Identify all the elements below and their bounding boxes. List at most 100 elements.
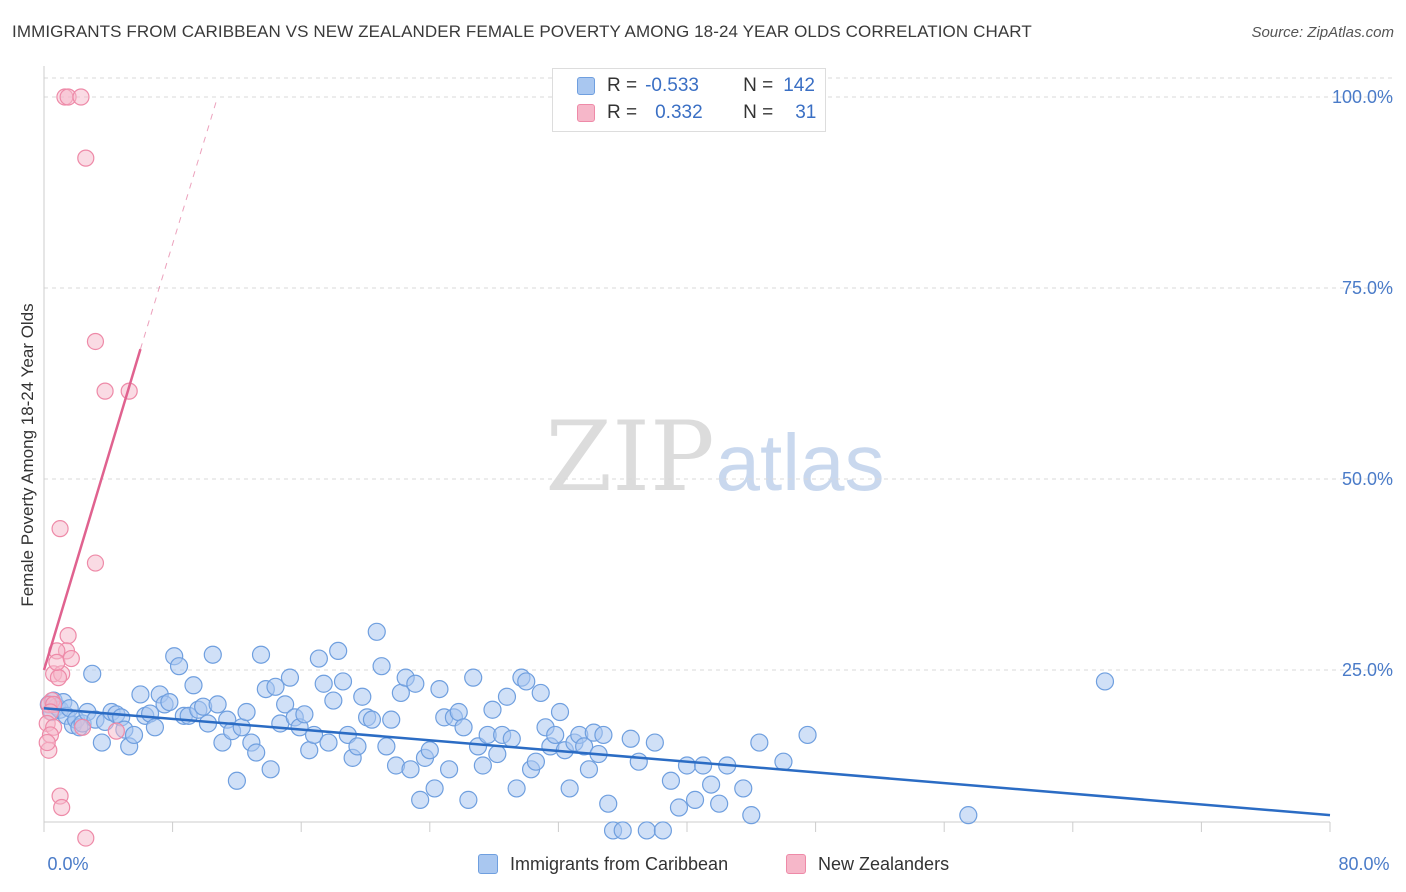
caribbean-point [314,674,333,693]
caribbean-point [531,683,550,703]
caribbean-point [401,760,420,779]
legend-r-label: R = [607,102,638,123]
caribbean-point [599,794,618,813]
caribbean-point [300,741,319,760]
caribbean-point [362,710,382,729]
newzealand-point [72,88,90,106]
newzealand-point [96,382,114,400]
bottom-legend-newzealand: New Zealanders [786,852,949,876]
newzealand-point [86,332,105,351]
y-tick-label: 25.0% [1342,660,1393,680]
caribbean-point [526,752,545,771]
caribbean-point [449,702,468,722]
caribbean-point [227,771,246,790]
caribbean-point [406,674,425,693]
caribbean-point [232,718,251,737]
caribbean-point [184,676,203,695]
caribbean-point [367,622,386,641]
caribbean-point [677,756,697,775]
caribbean-point [83,664,102,683]
y-tick-label: 75.0% [1342,278,1393,298]
caribbean-point [497,687,517,706]
legend-r-value: -0.533 [645,75,699,96]
caribbean-point [959,806,978,825]
chart-title: IMMIGRANTS FROM CARIBBEAN VS NEW ZEALAND… [12,22,1032,41]
caribbean-point [391,683,410,703]
caribbean-point [637,821,656,840]
caribbean-point [517,672,536,691]
caribbean-point [353,687,372,706]
caribbean-point [645,733,664,752]
caribbean-point [550,702,570,722]
caribbean-point [507,779,526,798]
bottom-legend-label-newzealand: New Zealanders [818,853,950,874]
caribbean-point [280,668,300,687]
caribbean-point [295,705,314,724]
caribbean-point [488,744,507,764]
caribbean-point [425,779,444,798]
newzealand-point [53,798,71,817]
newzealand-point [48,653,66,671]
legend-row-caribbean: R = -0.533 N = 142 [577,75,815,97]
caribbean-point [266,677,285,696]
caribbean-point [798,725,817,745]
caribbean-point [685,790,705,809]
caribbean-point [613,821,632,840]
caribbean-point [145,718,165,737]
caribbean-point [710,794,729,813]
newzealand-point [51,520,69,538]
newzealand-point [49,669,68,687]
bottom-legend-swatch-caribbean [478,854,498,874]
caribbean-point [348,737,367,756]
caribbean-point [669,798,689,817]
newzealand-trendline-extension [139,96,219,350]
legend-swatch-newzealand [577,104,595,122]
caribbean-point [774,752,793,771]
caribbean-point [594,725,613,745]
newzealand-point [59,627,77,645]
newzealand-point [107,722,125,740]
newzealand-point [73,718,92,736]
caribbean-point [203,645,222,664]
y-tick-label: 100.0% [1332,87,1393,107]
caribbean-point [169,657,189,676]
newzealand-point [86,554,105,572]
caribbean-point [160,692,179,712]
caribbean-point [483,700,502,719]
caribbean-point [693,756,713,775]
caribbean-point [372,657,391,676]
x-tick-label: 0.0% [47,854,88,874]
caribbean-trendline [43,706,1331,817]
legend-swatch-caribbean [577,77,595,95]
caribbean-point [464,668,483,687]
legend-r-label: R = [607,75,638,96]
caribbean-point [1095,672,1115,691]
caribbean-point [329,641,348,661]
caribbean-point [131,685,150,704]
caribbean-point [661,771,681,790]
legend-row-newzealand: R = 0.332 N = 31 [577,102,816,124]
bottom-legend-caribbean: Immigrants from Caribbean [478,852,728,876]
caribbean-point [459,790,478,809]
newzealand-point [38,733,56,752]
caribbean-point [276,695,295,714]
caribbean-point [575,737,594,756]
caribbean-point [309,649,328,668]
caribbean-point [439,760,459,779]
caribbean-point [742,806,761,825]
caribbean-point [124,725,144,745]
newzealand-point [77,829,95,847]
caribbean-point [702,775,721,794]
caribbean-point [560,779,579,798]
y-tick-label: 50.0% [1342,469,1393,489]
caribbean-point [92,733,111,752]
caribbean-point [734,779,753,798]
caribbean-point [546,725,565,745]
caribbean-point [208,695,227,714]
caribbean-point [420,741,439,760]
caribbean-point [473,756,492,775]
correlation-legend: R = -0.533 N = 142 R = 0.332 N = 31 [552,68,826,132]
caribbean-point [333,672,353,691]
newzealand-point [77,149,95,167]
